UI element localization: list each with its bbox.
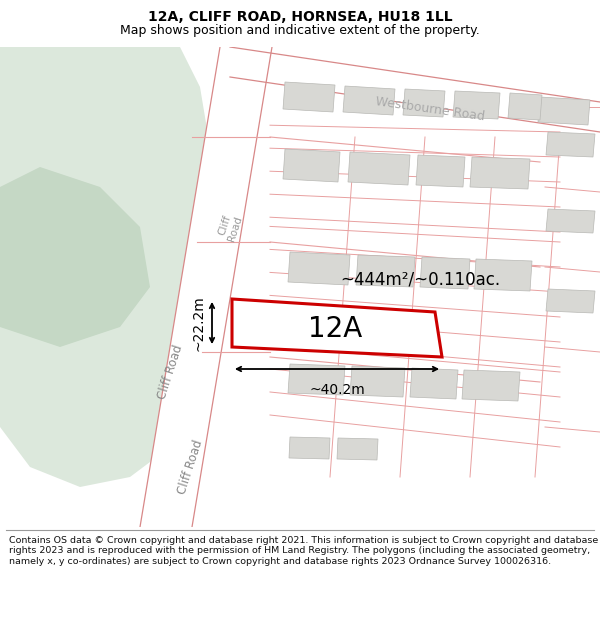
Polygon shape (356, 255, 415, 287)
Polygon shape (546, 209, 595, 233)
Polygon shape (538, 97, 590, 125)
Polygon shape (508, 93, 542, 120)
Polygon shape (232, 299, 442, 357)
Text: Cliff Road: Cliff Road (175, 438, 205, 496)
Polygon shape (337, 438, 378, 460)
Polygon shape (546, 132, 595, 157)
Polygon shape (343, 86, 395, 115)
Polygon shape (416, 155, 465, 187)
Polygon shape (403, 89, 445, 117)
Polygon shape (140, 47, 272, 527)
Text: Map shows position and indicative extent of the property.: Map shows position and indicative extent… (120, 24, 480, 37)
Text: 12A: 12A (308, 315, 362, 342)
Polygon shape (410, 368, 458, 399)
Text: ~22.2m: ~22.2m (192, 295, 206, 351)
Polygon shape (453, 91, 500, 119)
Polygon shape (230, 47, 600, 132)
Polygon shape (289, 437, 330, 459)
Polygon shape (474, 259, 532, 291)
Polygon shape (288, 252, 350, 285)
Polygon shape (283, 149, 340, 182)
Polygon shape (546, 289, 595, 313)
Text: Cliff Road: Cliff Road (155, 343, 185, 401)
Polygon shape (283, 82, 335, 112)
Text: Contains OS data © Crown copyright and database right 2021. This information is : Contains OS data © Crown copyright and d… (9, 536, 598, 566)
Text: Westbourne Road: Westbourne Road (374, 95, 485, 123)
Polygon shape (470, 157, 530, 189)
Polygon shape (350, 366, 405, 397)
Polygon shape (420, 257, 470, 289)
Polygon shape (0, 167, 150, 527)
Text: ~444m²/~0.110ac.: ~444m²/~0.110ac. (340, 270, 500, 288)
Polygon shape (288, 364, 345, 395)
Text: 12A, CLIFF ROAD, HORNSEA, HU18 1LL: 12A, CLIFF ROAD, HORNSEA, HU18 1LL (148, 11, 452, 24)
Text: ~40.2m: ~40.2m (309, 383, 365, 397)
Polygon shape (348, 152, 410, 185)
Text: Cliff
Road: Cliff Road (216, 211, 244, 242)
Polygon shape (462, 370, 520, 401)
Polygon shape (0, 47, 215, 487)
